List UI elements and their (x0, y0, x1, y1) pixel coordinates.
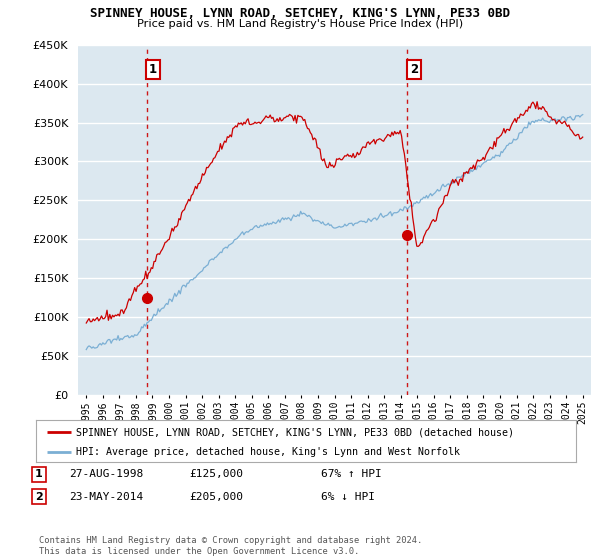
Text: 23-MAY-2014: 23-MAY-2014 (69, 492, 143, 502)
Text: Contains HM Land Registry data © Crown copyright and database right 2024.
This d: Contains HM Land Registry data © Crown c… (39, 536, 422, 556)
Text: 67% ↑ HPI: 67% ↑ HPI (321, 469, 382, 479)
Text: 1: 1 (35, 469, 43, 479)
Text: £125,000: £125,000 (189, 469, 243, 479)
Text: 27-AUG-1998: 27-AUG-1998 (69, 469, 143, 479)
Text: £205,000: £205,000 (189, 492, 243, 502)
Text: Price paid vs. HM Land Registry's House Price Index (HPI): Price paid vs. HM Land Registry's House … (137, 19, 463, 29)
Text: 2: 2 (35, 492, 43, 502)
Text: 2: 2 (410, 63, 418, 76)
Text: SPINNEY HOUSE, LYNN ROAD, SETCHEY, KING'S LYNN, PE33 0BD: SPINNEY HOUSE, LYNN ROAD, SETCHEY, KING'… (90, 7, 510, 20)
Text: 6% ↓ HPI: 6% ↓ HPI (321, 492, 375, 502)
Text: 1: 1 (149, 63, 157, 76)
Text: HPI: Average price, detached house, King's Lynn and West Norfolk: HPI: Average price, detached house, King… (77, 447, 461, 458)
Text: SPINNEY HOUSE, LYNN ROAD, SETCHEY, KING'S LYNN, PE33 0BD (detached house): SPINNEY HOUSE, LYNN ROAD, SETCHEY, KING'… (77, 428, 515, 437)
